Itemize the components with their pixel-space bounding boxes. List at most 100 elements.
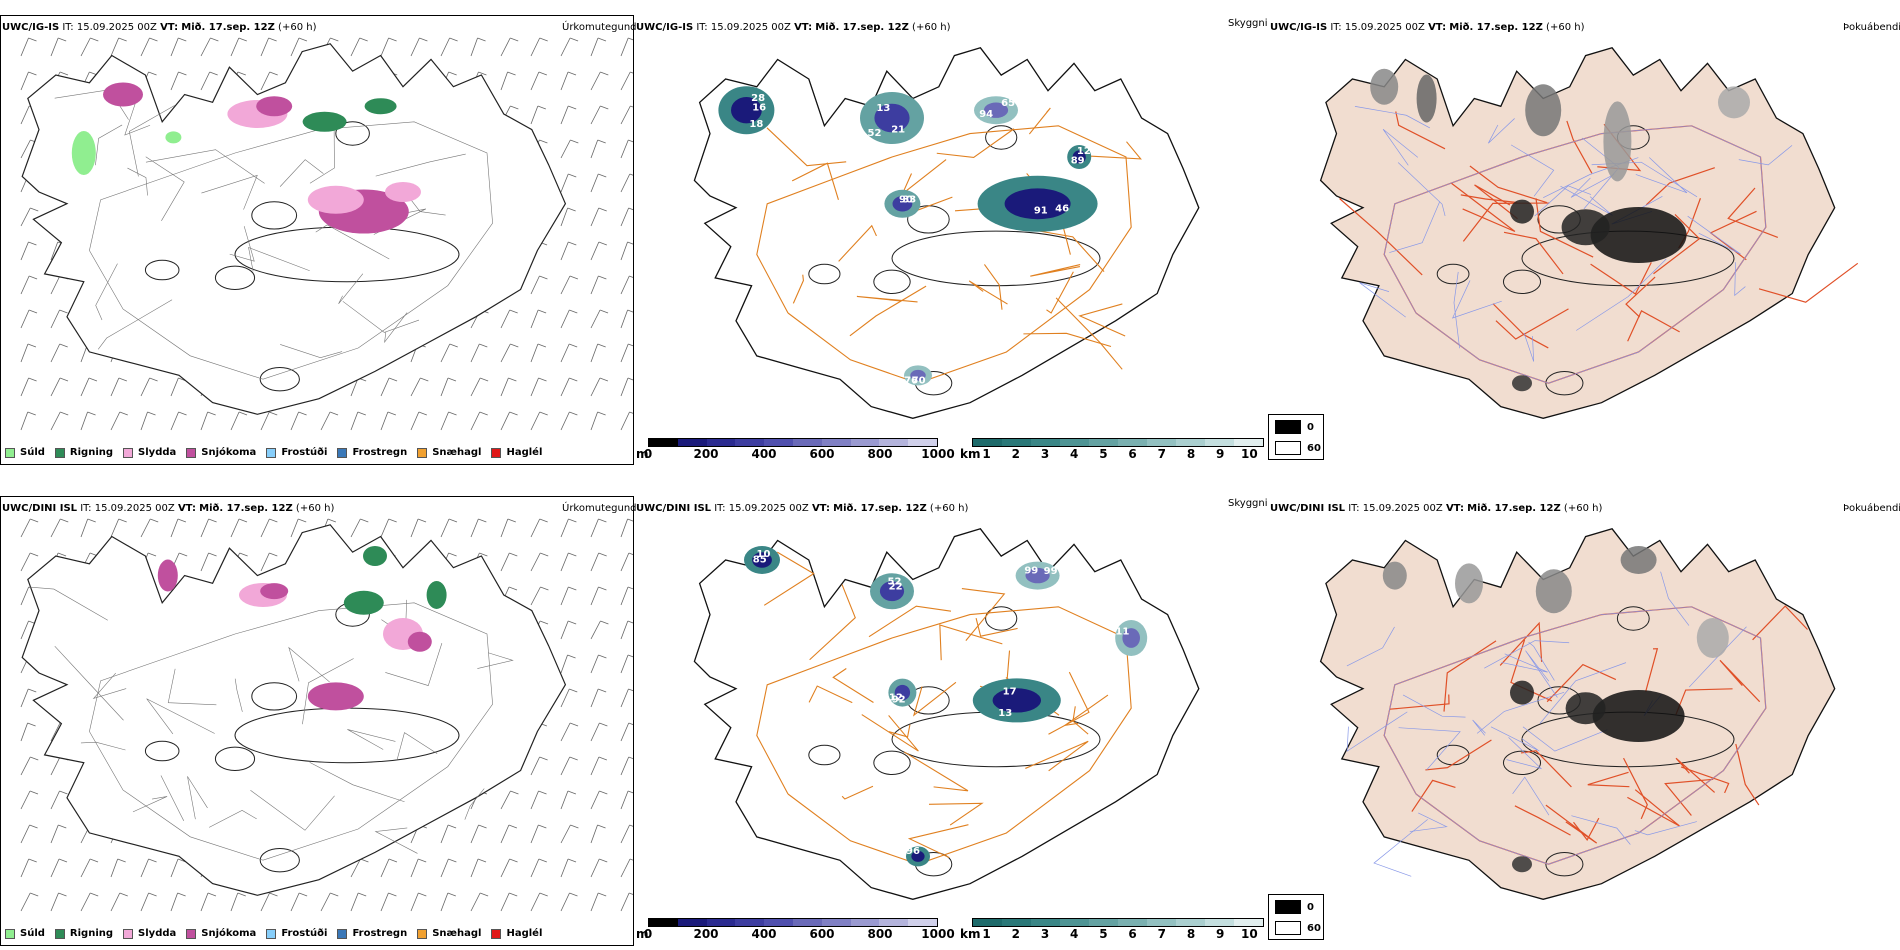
low-ceiling-area	[983, 102, 1009, 118]
precip-area	[157, 559, 178, 592]
legend-swatch	[417, 447, 428, 458]
legend-swatch	[5, 928, 15, 939]
ceiling-value-label: 96	[906, 846, 920, 857]
legend-swatch	[5, 447, 15, 458]
colorbar-tick-label: 800	[867, 447, 893, 461]
panel-header-top-left: UWC/IG-IS IT: 15.09.2025 00Z VT: Mið. 17…	[2, 22, 317, 33]
fog-area	[1512, 856, 1532, 873]
colorbar-segment	[1234, 919, 1263, 926]
fog-panel-bottom	[1270, 496, 1900, 946]
colorbar-tick-label: 6	[1128, 927, 1137, 941]
ceiling-colorbar-bottom: 0 200 400 600 800 1000 m	[636, 918, 955, 942]
ceiling-value-label: 13	[876, 103, 890, 114]
low-ceiling-area	[1004, 188, 1071, 220]
glacier-outline	[214, 265, 256, 290]
colorbar-segment	[706, 439, 736, 446]
panel-title-top-left: Úrkomutegund	[562, 22, 637, 33]
colorbar-segment	[821, 439, 851, 446]
precip-legend-item: Frostregn	[337, 447, 407, 458]
panel-title-top-mid: Skyggni	[1228, 18, 1268, 29]
fog-legend-bottom: 0 60	[1268, 894, 1324, 940]
iceland-outline	[21, 524, 567, 896]
colorbar-segment	[792, 439, 822, 446]
precip-legend: Súld Rigning Slydda Snjókoma Frostúði Frostre…	[5, 928, 542, 939]
fog-area	[1603, 101, 1632, 182]
colorbar-tick-label: 4	[1070, 927, 1079, 941]
colorbar-tick-label: 200	[693, 447, 719, 461]
colorbar-segment	[1060, 919, 1089, 926]
fog-area	[1592, 690, 1685, 742]
colorbar-segment	[764, 919, 793, 926]
ceiling-value-label: 89	[1071, 155, 1085, 166]
legend-label: Súld	[20, 928, 45, 939]
legend-swatch	[186, 928, 197, 939]
precip-type-panel-bottom: Súld Rigning Slydda Snjókoma Frostúði Frostre…	[0, 496, 634, 946]
legend-label: Rigning	[69, 447, 114, 458]
colorbar-tick-label: 7	[1157, 927, 1166, 941]
ceiling-value-label: 46	[1055, 203, 1069, 214]
colorbar-tick-label: 6	[1128, 447, 1137, 461]
legend-swatch	[491, 928, 502, 939]
colorbar-segment	[1205, 439, 1234, 446]
low-ceiling-area	[874, 103, 910, 133]
precip-type-panel-top: Súld Rigning Slydda Snjókoma Frostúði Frostre…	[0, 15, 634, 465]
low-ceiling-area	[892, 196, 913, 212]
legend-swatch	[54, 928, 65, 939]
legend-label: Slydda	[138, 928, 177, 939]
ceiling-value-label: 99	[1044, 566, 1058, 577]
colorbar-tick-label: 0	[643, 927, 653, 941]
colorbar-segment	[821, 919, 851, 926]
colorbar-unit: m	[636, 447, 649, 461]
visibility-panel-bottom: 10 52 99 17 92 11 96 85 22 99 13 12	[634, 496, 1270, 946]
precip-area	[103, 82, 143, 107]
ceiling-value-label: 18	[749, 119, 763, 130]
glacier-outline	[1436, 263, 1470, 285]
colorbar-segment	[850, 919, 880, 926]
colorbar-tick-label: 3	[1040, 447, 1050, 461]
ceiling-value-label: 85	[753, 554, 767, 565]
fog-area	[1455, 563, 1483, 604]
panel-title-bottom-right: Þokuábendi	[1843, 503, 1900, 514]
fog-low-swatch	[1275, 441, 1301, 455]
colorbar-segment	[1002, 439, 1031, 446]
glacier-outline	[1502, 269, 1542, 294]
ceiling-colorbar-top: 0 200 400 600 800 1000 m	[636, 438, 955, 462]
colorbar-tick-label: 1000	[921, 447, 955, 461]
precip-area	[307, 185, 364, 214]
colorbar-segment	[1031, 919, 1060, 926]
colorbar-tick-label: 10	[1241, 447, 1258, 461]
colorbar-segment	[764, 439, 793, 446]
legend-swatch	[123, 928, 134, 939]
ceiling-value-label: 76	[904, 375, 918, 386]
colorbar-tick-label: 400	[751, 927, 777, 941]
fog-map-bottom	[1319, 528, 1836, 900]
low-ceiling-area	[879, 581, 905, 602]
colorbar-segment	[649, 919, 678, 926]
colorbar-segment	[879, 439, 909, 446]
fog-area	[1590, 207, 1687, 263]
colorbar-segment	[973, 919, 1002, 926]
panel-header-top-right: UWC/IG-IS IT: 15.09.2025 00Z VT: Mið. 17…	[1270, 22, 1585, 33]
precip-legend-item: Snæhagl	[417, 928, 481, 939]
legend-label: Snjókoma	[201, 447, 257, 458]
precip-area	[385, 182, 421, 202]
precip-legend-item: Snæhagl	[417, 447, 481, 458]
fog-area	[1416, 74, 1437, 123]
colorbar-segment	[1147, 439, 1176, 446]
precip-area	[302, 111, 347, 132]
road-network	[29, 586, 514, 861]
colorbar-tick-label: 400	[751, 447, 777, 461]
panel-header-bottom-right: UWC/DINI ISL IT: 15.09.2025 00Z VT: Mið.…	[1270, 503, 1603, 514]
colorbar-tick-label: 2	[1011, 447, 1020, 461]
ceiling-value-label: 21	[891, 124, 905, 135]
legend-swatch	[266, 447, 277, 458]
legend-swatch	[337, 447, 348, 458]
colorbar-tick-label: 1000	[921, 927, 955, 941]
ceiling-value-label: 70	[912, 375, 926, 386]
visibility-colorbar-bottom: 1 2 3 4 5 6 7 8 9 10 km	[960, 918, 1264, 942]
precip-area	[165, 131, 182, 144]
colorbar-segment	[1147, 919, 1176, 926]
legend-label: Haglél	[506, 928, 543, 939]
glacier-outline	[251, 682, 298, 711]
glacier-outline	[808, 263, 841, 285]
